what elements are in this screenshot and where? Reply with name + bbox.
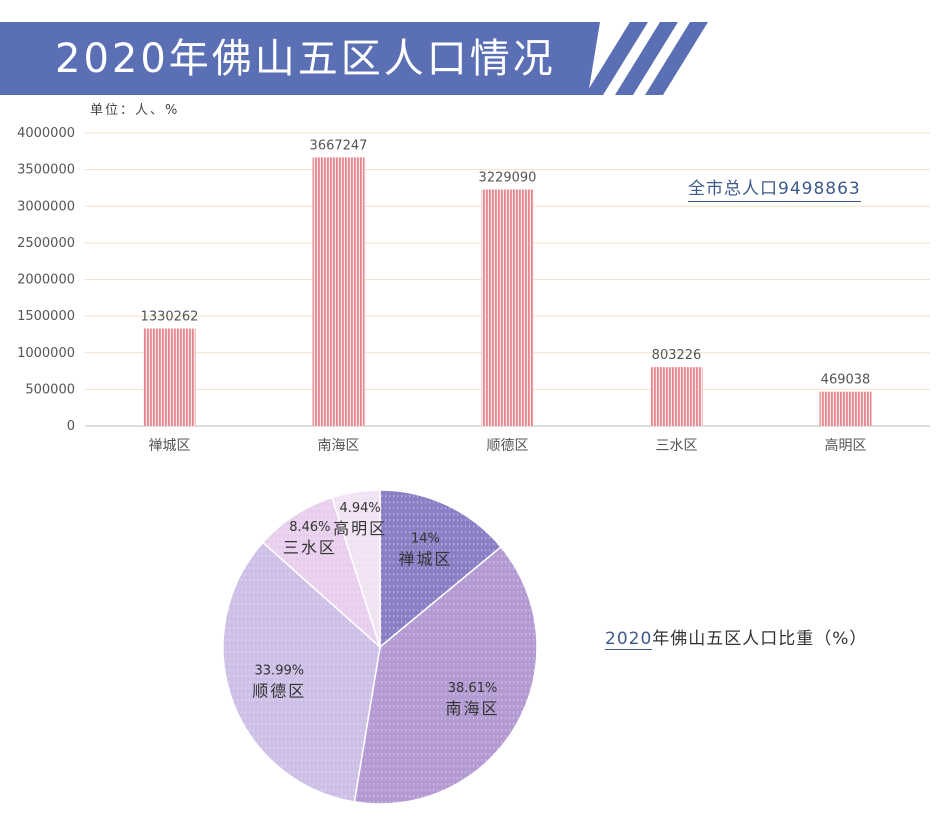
page-title: 2020年佛山五区人口情况 [55, 36, 556, 82]
y-tick-label: 1500000 [17, 309, 75, 324]
y-tick-label: 3000000 [17, 199, 75, 214]
pie-slice-texture [332, 490, 380, 647]
bar [143, 328, 196, 426]
bar-value-label: 469038 [821, 373, 871, 388]
y-tick-label: 3500000 [17, 163, 75, 178]
pie-category-label: 南海区 [446, 699, 500, 718]
pie-value-label: 33.99% [255, 664, 305, 679]
bar [650, 367, 703, 426]
pie-slice-texture [354, 546, 538, 804]
pie-slice-texture [380, 490, 501, 647]
y-tick-label: 0 [67, 419, 75, 434]
bar-value-label: 1330262 [141, 310, 199, 325]
x-tick-label: 高明区 [825, 437, 867, 454]
y-tick-label: 2500000 [17, 236, 75, 251]
pie-value-label: 4.94% [339, 501, 380, 516]
title-banner [0, 22, 708, 95]
x-tick-label: 禅城区 [149, 438, 191, 454]
pie-slice-texture [222, 542, 380, 802]
pie-slice-texture [262, 497, 380, 647]
pie-value-label: 38.61% [448, 681, 498, 696]
y-tick-label: 2000000 [17, 273, 75, 288]
bar [481, 189, 534, 426]
x-tick-label: 南海区 [318, 438, 360, 454]
pie-title-year: 2020 [605, 629, 653, 650]
pie-title-rest: 年佛山五区人口比重（%） [652, 629, 868, 649]
banner-background [0, 22, 600, 95]
x-tick-label: 顺德区 [487, 438, 529, 454]
y-tick-label: 1000000 [17, 346, 75, 361]
bar-value-label: 803226 [652, 348, 702, 363]
bar [312, 157, 365, 427]
pie-category-label: 三水区 [283, 538, 337, 557]
population-share-pie-chart: 14% 禅城区 38.61% 南海区 33.99% 顺德区 8.46% 三水区 4.94% 高明区 [222, 489, 538, 805]
pie-value-label: 8.46% [289, 520, 330, 535]
unit-label: 单位：人、% [90, 103, 180, 118]
y-tick-label: 500000 [25, 382, 75, 397]
banner-stripe [645, 22, 708, 95]
total-population-label: 全市总人口9498863 [688, 174, 861, 202]
pie-value-label: 14% [411, 531, 440, 546]
bar-value-label: 3229090 [479, 170, 537, 185]
pie-category-label: 禅城区 [398, 549, 452, 568]
pie-chart-title: 2020年佛山五区人口比重（%） [605, 624, 868, 650]
x-tick-label: 三水区 [656, 438, 698, 454]
pie-category-label: 顺德区 [252, 682, 306, 701]
population-bar-chart: 0 500000 1000000 1500000 2000000 2500000 30000… [17, 126, 930, 454]
banner-stripe [585, 22, 648, 95]
bar-value-label: 3667247 [310, 138, 368, 153]
banner-stripe [615, 22, 678, 95]
y-tick-label: 4000000 [17, 126, 75, 141]
bar [819, 391, 872, 426]
pie-category-label: 高明区 [333, 519, 387, 538]
